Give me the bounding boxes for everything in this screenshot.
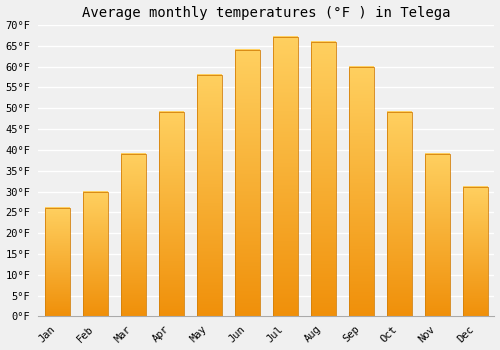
- Bar: [235, 50, 260, 316]
- Bar: [463, 187, 488, 316]
- Bar: [349, 66, 374, 316]
- Bar: [387, 112, 411, 316]
- Bar: [159, 112, 184, 316]
- Bar: [83, 191, 108, 316]
- Bar: [311, 42, 336, 316]
- Bar: [45, 208, 70, 316]
- Title: Average monthly temperatures (°F ) in Telega: Average monthly temperatures (°F ) in Te…: [82, 6, 450, 20]
- Bar: [121, 154, 146, 316]
- Bar: [425, 154, 450, 316]
- Bar: [197, 75, 222, 316]
- Bar: [273, 37, 297, 316]
